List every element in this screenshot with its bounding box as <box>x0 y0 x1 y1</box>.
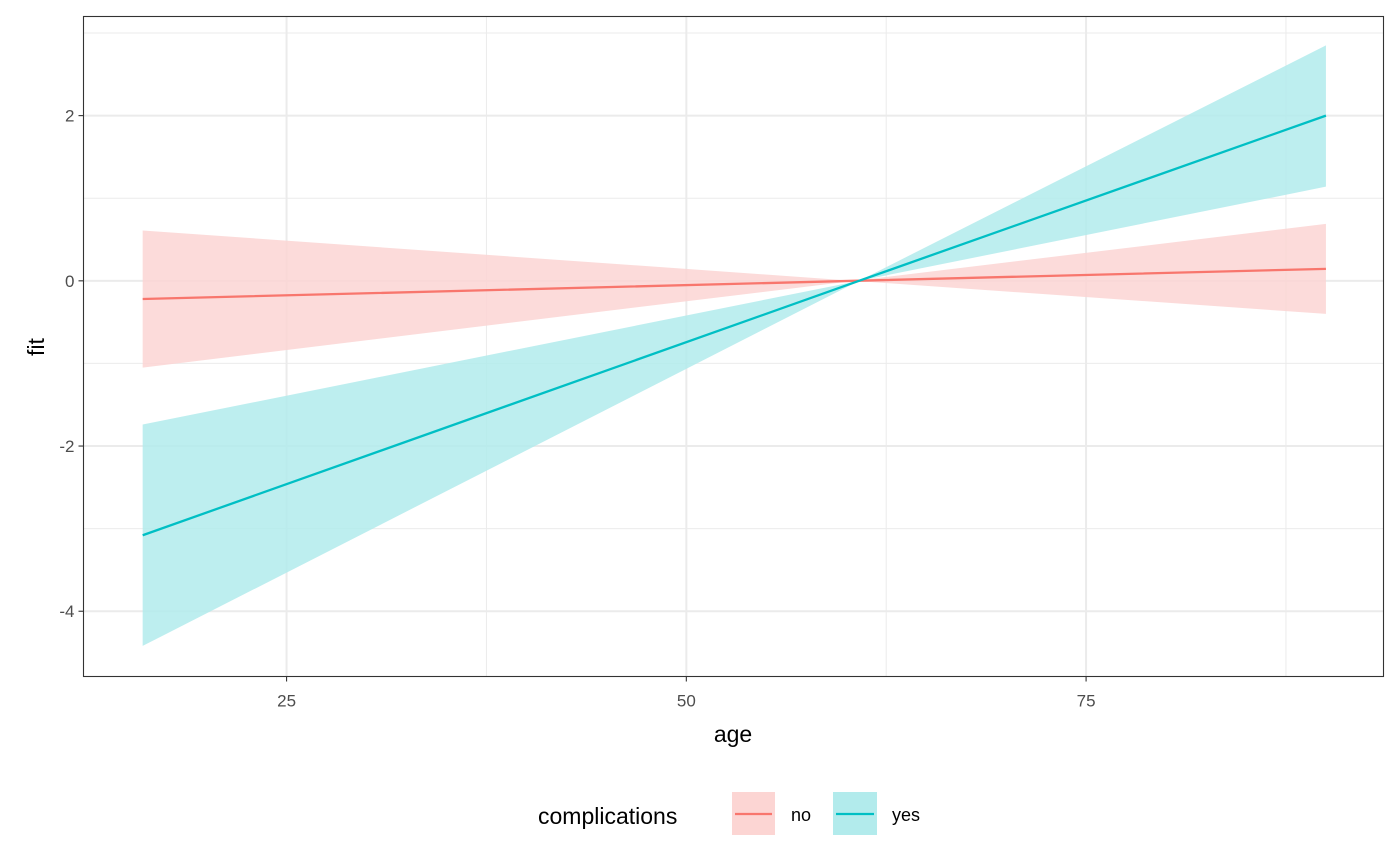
y-tick-label: -2 <box>59 437 74 456</box>
y-axis-ticks: -4 -2 0 2 <box>59 107 84 621</box>
legend: complications no yes <box>538 792 920 835</box>
fit-lines <box>142 114 1327 537</box>
x-tick-label: 50 <box>677 692 696 711</box>
x-tick-label: 25 <box>277 692 296 711</box>
y-axis-label: fit <box>23 337 49 356</box>
y-tick-label: -4 <box>59 602 74 621</box>
x-axis-ticks: 25 50 75 <box>277 676 1096 711</box>
y-tick-label: 0 <box>65 272 74 291</box>
legend-label-yes: yes <box>892 805 920 825</box>
line-yes <box>142 114 1327 537</box>
line-no <box>142 267 1326 301</box>
x-tick-label: 75 <box>1077 692 1096 711</box>
legend-item-no: no <box>732 792 811 835</box>
x-axis-label: age <box>714 721 752 747</box>
legend-label-no: no <box>791 805 811 825</box>
ribbon-yes <box>142 45 1326 646</box>
ribbon-no <box>142 223 1326 368</box>
panel-border <box>82 15 1385 678</box>
legend-title: complications <box>538 803 677 829</box>
y-tick-label: 2 <box>65 107 74 126</box>
legend-item-yes: yes <box>833 792 920 835</box>
confidence-ribbons <box>142 45 1326 646</box>
